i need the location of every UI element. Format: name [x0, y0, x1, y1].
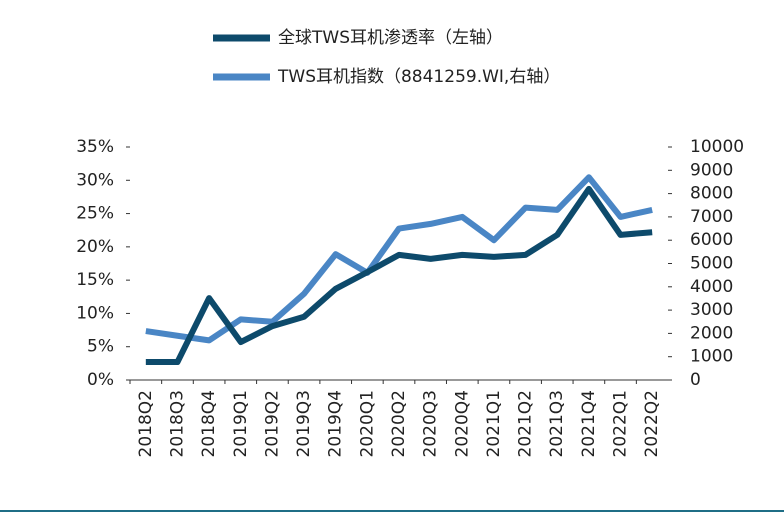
- x-tick-label: 2019Q4: [326, 390, 346, 457]
- y2-tick-label: 3000: [690, 300, 733, 320]
- x-tick-label: 2020Q1: [357, 390, 377, 457]
- y-tick-label: 10%: [76, 303, 114, 323]
- y-tick-label: 5%: [87, 337, 114, 357]
- x-tick-label: 2021Q3: [547, 390, 567, 457]
- y2-tick-label: 4000: [690, 277, 733, 297]
- y-tick-label: 20%: [76, 237, 114, 257]
- y2-tick-label: 7000: [690, 207, 733, 227]
- x-tick-label: 2018Q3: [167, 390, 187, 457]
- y2-tick-label: 9000: [690, 160, 733, 180]
- series-line: [145, 185, 653, 366]
- y-tick-label: 0%: [87, 370, 114, 390]
- y2-tick-label: 10000: [690, 137, 744, 157]
- x-tick-label: 2018Q4: [199, 390, 219, 457]
- x-tick-label: 2021Q4: [579, 390, 599, 457]
- x-tick-label: 2019Q2: [262, 390, 282, 457]
- y2-tick-label: 8000: [690, 184, 733, 204]
- y-tick-label: 15%: [76, 270, 114, 290]
- y2-tick-label: 5000: [690, 254, 733, 274]
- y2-tick-label: 2000: [690, 323, 733, 343]
- x-tick-label: 2020Q3: [421, 390, 441, 457]
- legend-label: TWS耳机指数（8841259.WI,右轴）: [277, 67, 560, 87]
- x-tick-label: 2019Q3: [294, 390, 314, 457]
- x-tick-label: 2020Q2: [389, 390, 409, 457]
- y2-tick-label: 1000: [690, 347, 733, 367]
- x-tick-label: 2021Q2: [516, 390, 536, 457]
- y-tick-label: 35%: [76, 137, 114, 157]
- x-tick-label: 2022Q1: [611, 390, 631, 457]
- y2-tick-label: 6000: [690, 230, 733, 250]
- x-tick-label: 2022Q2: [642, 390, 662, 457]
- y2-tick-label: 0: [690, 370, 701, 390]
- x-tick-label: 2019Q1: [231, 390, 251, 457]
- y-tick-label: 25%: [76, 204, 114, 224]
- legend-label: 全球TWS耳机渗透率（左轴）: [278, 28, 503, 48]
- y-tick-label: 30%: [76, 170, 114, 190]
- x-tick-label: 2020Q4: [452, 390, 472, 457]
- x-tick-label: 2018Q2: [136, 390, 156, 457]
- x-tick-label: 2021Q1: [484, 390, 504, 457]
